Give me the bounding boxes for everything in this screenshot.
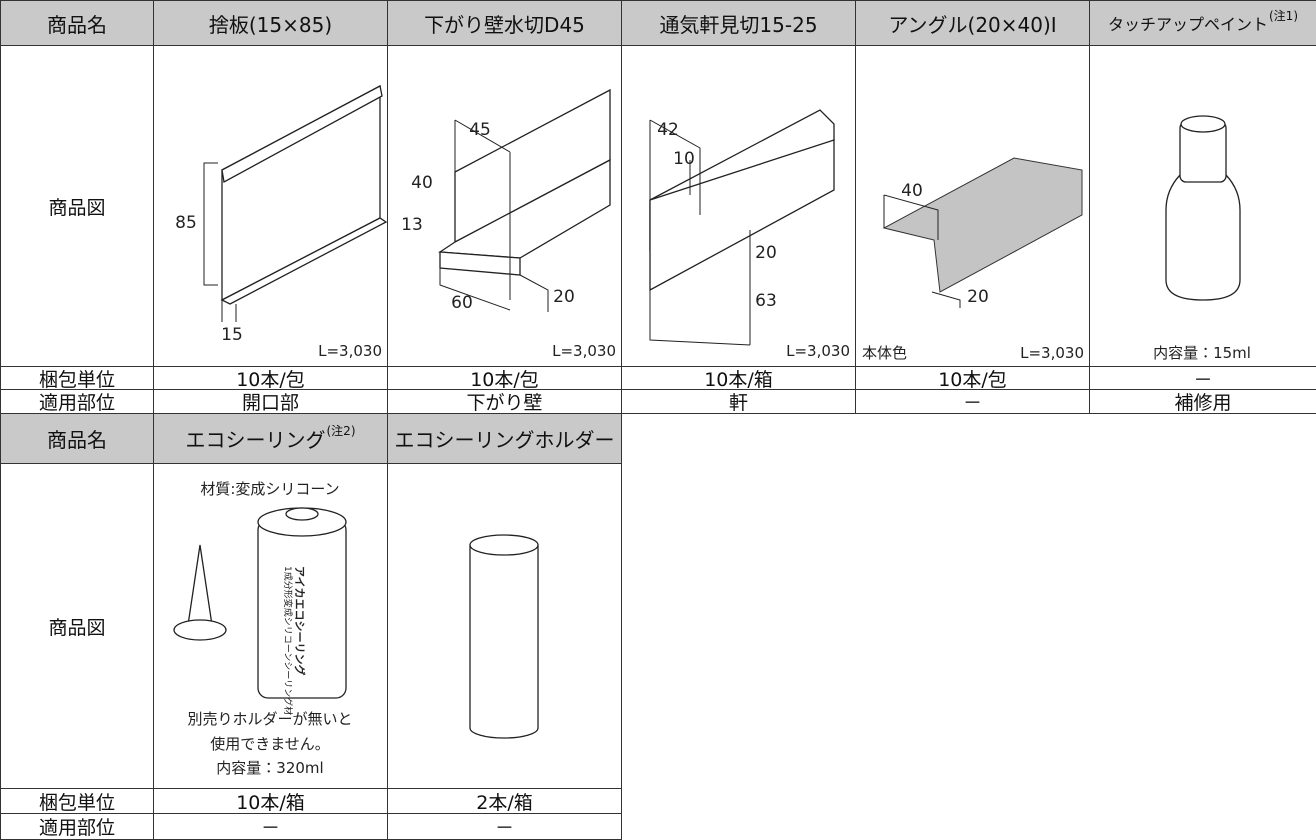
application: 下がり壁 [466,392,543,414]
table-cell [621,45,856,367]
note: (注1) [1269,8,1298,23]
product-name: アングル(20×40)I [888,12,1057,37]
table-cell: 適用部位 [0,389,154,414]
product-name: 下がり壁水切D45 [424,12,585,37]
packing-unit: － [1193,368,1213,390]
table-cell: 商品図 [0,463,154,789]
table-cell: 2本/箱 [387,788,622,814]
table-cell [855,45,1090,367]
table-cell: 10本/箱 [621,366,856,390]
table-cell: － [1089,366,1316,390]
table-cell [1089,45,1316,367]
row-label: 適用部位 [38,817,115,839]
table-cell: タッチアップペイント (注1) [1089,0,1316,46]
application: － [494,817,514,839]
table-cell: 10本/包 [855,366,1090,390]
table-cell: 下がり壁 [387,389,622,414]
packing-unit: 10本/箱 [704,368,773,390]
row-label: 適用部位 [38,392,115,414]
packing-unit: 10本/包 [938,368,1007,390]
table-cell: アングル(20×40)I [855,0,1090,46]
table-cell: 開口部 [153,389,388,414]
product-name: 通気軒見切15-25 [659,12,818,37]
packing-unit: 10本/包 [470,368,539,390]
table-cell [387,463,622,789]
table-cell: 梱包単位 [0,366,154,390]
row-label: 梱包単位 [38,791,115,814]
application: － [260,817,280,839]
row-label: 商品名 [47,12,107,37]
table-cell [153,45,388,367]
table-cell: 軒 [621,389,856,414]
product-name: タッチアップペイント [1107,15,1268,34]
application: 開口部 [241,392,299,414]
table-cell: － [387,813,622,840]
table-cell: － [153,813,388,840]
product-name: 捨板(15×85) [208,12,333,37]
table-cell: 商品図 [0,45,154,367]
table-cell: 10本/箱 [153,788,388,814]
row-label: 商品図 [48,616,106,639]
table-cell: 適用部位 [0,813,154,840]
row-label: 商品図 [48,196,106,219]
table-cell: 10本/包 [387,366,622,390]
packing-unit: 2本/箱 [476,791,533,814]
table-cell: 10本/包 [153,366,388,390]
note: (注2) [326,424,356,438]
application: － [962,392,982,414]
table-cell: エコシーリング (注2) [153,413,388,464]
table-cell: エコシーリングホルダー [387,413,622,464]
application: 軒 [728,392,748,414]
table-cell: 商品名 [0,0,154,46]
table-cell: 捨板(15×85) [153,0,388,46]
table-cell [387,45,622,367]
table-cell: 下がり壁水切D45 [387,0,622,46]
product-name: エコシーリング [185,428,326,452]
row-label: 商品名 [47,428,107,452]
table-cell: 補修用 [1089,389,1316,414]
table-cell: 商品名 [0,413,154,464]
packing-unit: 10本/箱 [236,791,305,814]
row-label: 梱包単位 [38,368,115,390]
application: 補修用 [1174,392,1232,414]
table-cell: － [855,389,1090,414]
table-cell: 通気軒見切15-25 [621,0,856,46]
packing-unit: 10本/包 [236,368,305,390]
table-cell: 梱包単位 [0,788,154,814]
product-name: エコシーリングホルダー [394,428,615,452]
table-cell [153,463,388,789]
